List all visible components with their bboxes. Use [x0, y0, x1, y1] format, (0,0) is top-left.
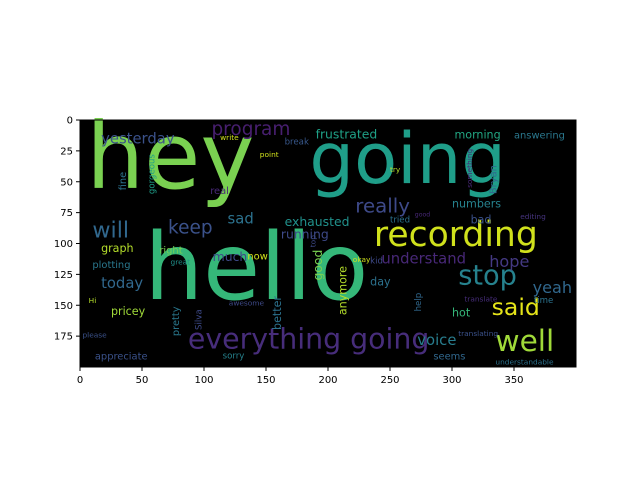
word-something: something: [465, 148, 474, 187]
word-said: said: [492, 293, 540, 321]
word-everything-going: everything going: [188, 322, 430, 355]
word-now: now: [247, 252, 267, 263]
word-bryan: Bryan: [489, 165, 500, 194]
word-hot: hot: [452, 306, 471, 319]
word-kid: kid: [370, 256, 383, 266]
word-try: try: [390, 165, 401, 174]
x-tick-label: 0: [77, 375, 83, 386]
word-hi: Hi: [89, 296, 97, 305]
word-hey: hey: [86, 103, 254, 210]
word-appreciate: appreciate: [95, 352, 148, 363]
word-time: time: [534, 296, 553, 306]
word-frustrated: frustrated: [316, 127, 378, 142]
y-tick-label: 100: [54, 239, 73, 250]
y-tick-label: 125: [54, 270, 73, 281]
word-great: great: [171, 257, 191, 266]
word-sorry: sorry: [223, 351, 245, 361]
word-running: running: [281, 227, 329, 242]
x-tick-label: 200: [318, 375, 337, 386]
word-graph: graph: [101, 242, 133, 255]
word-keep: keep: [168, 218, 213, 239]
word-please: please: [82, 330, 107, 339]
y-tick-label: 25: [60, 146, 73, 157]
word-pretty: pretty: [171, 306, 182, 336]
word-going: going: [309, 118, 506, 200]
word-translating: translating: [458, 329, 498, 338]
word-pricey: pricey: [111, 305, 146, 318]
word-yeah: yeah: [533, 278, 573, 297]
x-tick-label: 150: [256, 375, 275, 386]
word-good: good: [310, 250, 325, 281]
word-point: point: [260, 150, 279, 159]
word-today: today: [101, 275, 143, 292]
word-really: really: [355, 195, 410, 218]
word-write: write: [220, 133, 239, 142]
y-axis: 0 25 50 75 100 125 150 175: [54, 116, 80, 343]
word-understandable: understandable: [495, 358, 554, 367]
x-tick-label: 250: [380, 375, 399, 386]
word-gorgeous: gorgeous: [147, 154, 157, 195]
y-tick-label: 150: [54, 301, 73, 312]
word-silva: Silva: [195, 309, 205, 330]
word-much: much: [213, 249, 248, 264]
x-tick-label: 100: [194, 375, 213, 386]
word-translate: translate: [464, 295, 497, 304]
word-break: break: [285, 138, 309, 148]
word-tried: tried: [390, 216, 410, 226]
word-okay: okay: [353, 255, 371, 264]
word-yesterday: yesterday: [101, 130, 175, 147]
word-plotting: plotting: [92, 260, 130, 271]
word-hope: hope: [489, 252, 529, 271]
word-understand: understand: [381, 250, 466, 267]
word-will: will: [92, 217, 129, 243]
word-help: help: [414, 293, 424, 312]
x-tick-label: 300: [442, 375, 461, 386]
word-top: top: [309, 235, 318, 247]
x-tick-label: 350: [504, 375, 523, 386]
y-tick-label: 0: [67, 116, 73, 127]
word-seems: seems: [433, 352, 465, 363]
word-recording: recording: [374, 215, 538, 255]
y-tick-label: 175: [54, 332, 73, 343]
word-sad: sad: [228, 211, 254, 228]
word-program: program: [211, 119, 290, 140]
image-background: [80, 120, 576, 367]
word-anymore: anymore: [337, 266, 350, 315]
y-tick-label: 75: [60, 208, 73, 219]
word-exhausted: exhausted: [285, 214, 350, 229]
word-numbers: numbers: [452, 198, 501, 211]
word-real: real: [210, 186, 229, 197]
word-hello: hello: [144, 213, 368, 321]
word-answering: answering: [514, 131, 565, 142]
word-morning: morning: [454, 129, 500, 142]
word-fine: fine: [118, 172, 129, 191]
x-axis: 0 50 100 150 200 250 300 350: [77, 367, 524, 386]
y-tick-label: 50: [60, 177, 73, 188]
word-stop: stop: [458, 260, 517, 291]
word-well: well: [495, 324, 554, 358]
word-editing: editing: [520, 212, 546, 221]
word-better: better: [271, 296, 284, 330]
word-day: day: [370, 275, 391, 288]
word-right: right: [159, 245, 182, 256]
x-tick-label: 50: [136, 375, 149, 386]
word-bad: bad: [471, 214, 492, 227]
word-good: good: [415, 211, 430, 218]
word-awesome: awesome: [229, 298, 265, 307]
word-voice: voice: [417, 332, 456, 349]
